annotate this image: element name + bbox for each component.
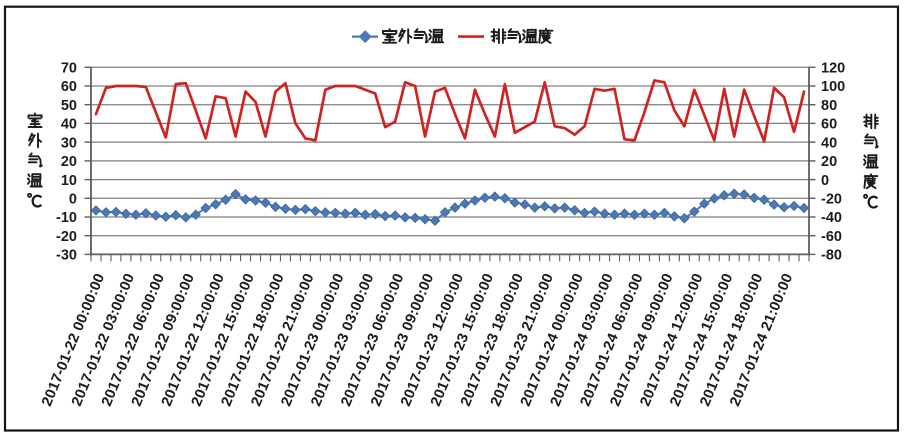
svg-text:40: 40 [821,135,837,151]
svg-text:0: 0 [821,173,829,189]
svg-text:20: 20 [61,154,77,170]
svg-text:60: 60 [61,79,77,95]
svg-text:0: 0 [69,192,77,208]
svg-text:120: 120 [821,61,845,77]
svg-text:-80: -80 [821,248,842,264]
svg-text:-30: -30 [56,248,77,264]
svg-text:-10: -10 [56,210,77,226]
svg-text:-20: -20 [821,192,842,208]
svg-text:40: 40 [61,117,77,133]
svg-text:10: 10 [61,173,77,189]
svg-text:100: 100 [821,79,845,95]
svg-text:80: 80 [821,98,837,114]
svg-text:20: 20 [821,154,837,170]
svg-text:60: 60 [821,117,837,133]
svg-text:-60: -60 [821,229,842,245]
svg-text:70: 70 [61,61,77,77]
svg-text:30: 30 [61,135,77,151]
svg-text:-20: -20 [56,229,77,245]
svg-text:-40: -40 [821,210,842,226]
svg-text:50: 50 [61,98,77,114]
